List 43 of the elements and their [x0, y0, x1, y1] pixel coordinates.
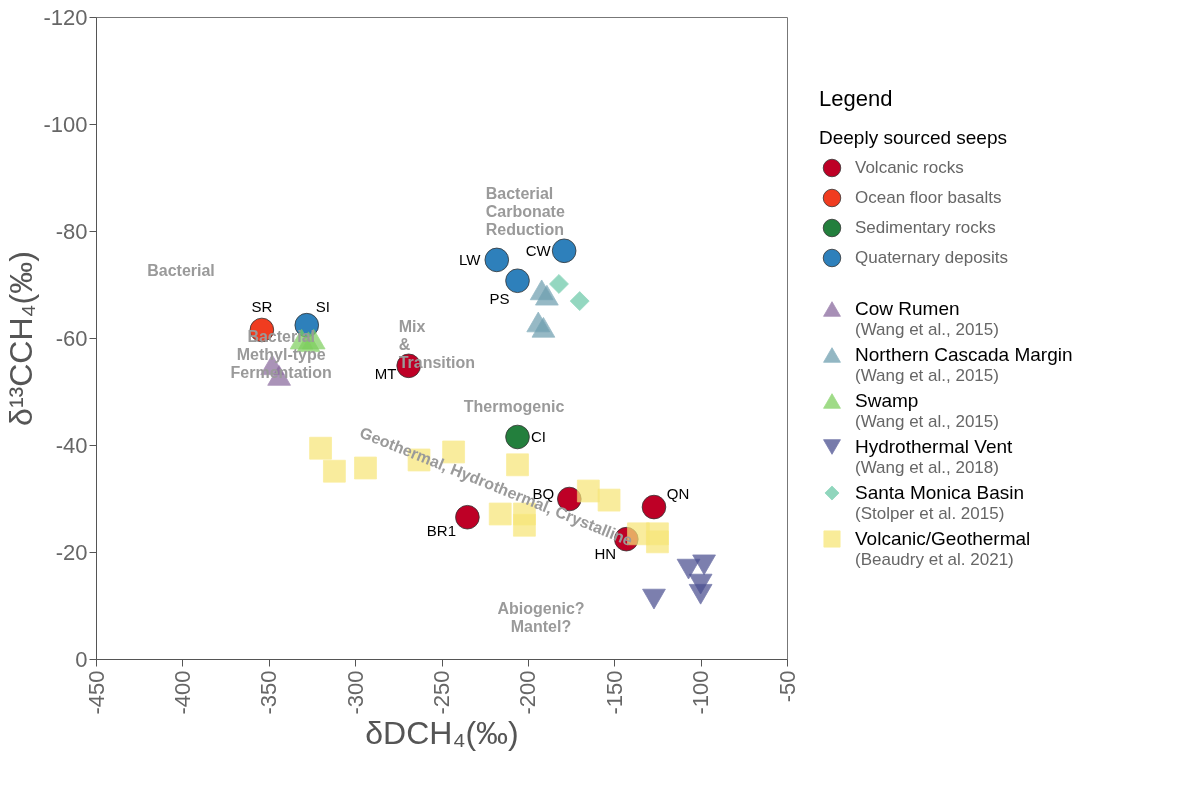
- data-label: LW: [459, 250, 482, 268]
- legend-label: Hydrothermal Vent (Wang et al., 2018): [855, 436, 1014, 477]
- data-label: PS: [489, 289, 510, 307]
- legend-label: Sedimentary rocks: [855, 218, 996, 237]
- y-tick-label: -80: [55, 218, 88, 244]
- data-label: MT: [374, 364, 397, 382]
- y-tick-label: -20: [55, 539, 88, 565]
- x-tick-label: -350: [256, 670, 282, 715]
- x-tick-label: -50: [774, 670, 800, 703]
- x-tick-label: -300: [342, 670, 368, 715]
- x-tick-label: -150: [601, 670, 627, 715]
- y-tick-label: -100: [43, 111, 88, 137]
- y-tick-label: -120: [43, 4, 88, 30]
- x-tick-label: -450: [83, 670, 109, 715]
- x-tick-label: -250: [429, 670, 454, 715]
- legend-label: Ocean floor basalts: [855, 188, 1002, 207]
- legend-label: Quaternary deposits: [855, 248, 1009, 267]
- data-label: QN: [666, 485, 690, 503]
- data-label: BR1: [426, 522, 457, 540]
- legend-label: Volcanic rocks: [855, 158, 964, 177]
- legend-label: Swamp (Wang et al., 2015): [855, 390, 999, 431]
- legend-label: Northern Cascada Margin (Wang et al., 2015): [855, 344, 1073, 385]
- data-label: CW: [525, 241, 552, 259]
- annotation: Abiogenic? Mantel?: [497, 599, 585, 635]
- y-tick-label: -60: [55, 325, 88, 351]
- annotation: Bacterial: [147, 262, 215, 280]
- text: Deeply sourced seeps: [819, 127, 1007, 148]
- legend-label: Santa Monica Basin (Stolper et al. 2015): [855, 482, 1024, 523]
- annotation: Bacterial Carbonate Reduction: [485, 185, 565, 239]
- annotation: Thermogenic: [463, 397, 565, 415]
- y-axis-title: δ¹³CCH₄(‰): [3, 251, 40, 426]
- data-label: SR: [251, 297, 273, 315]
- x-tick-label: -400: [169, 670, 195, 715]
- legend-label: Cow Rumen (Wang et al., 2015): [855, 298, 999, 339]
- legend-title: Legend: [819, 86, 893, 111]
- y-tick-label: 0: [75, 646, 88, 672]
- x-axis-title: δDCH₄(‰): [365, 714, 519, 751]
- y-tick-label: -40: [55, 432, 88, 458]
- data-label: CI: [531, 427, 547, 445]
- x-tick-label: -100: [688, 670, 714, 715]
- data-label: SI: [315, 298, 330, 316]
- x-tick-label: -200: [515, 670, 541, 715]
- legend-label: Volcanic/Geothermal (Beaudry et al. 2021): [855, 528, 1031, 569]
